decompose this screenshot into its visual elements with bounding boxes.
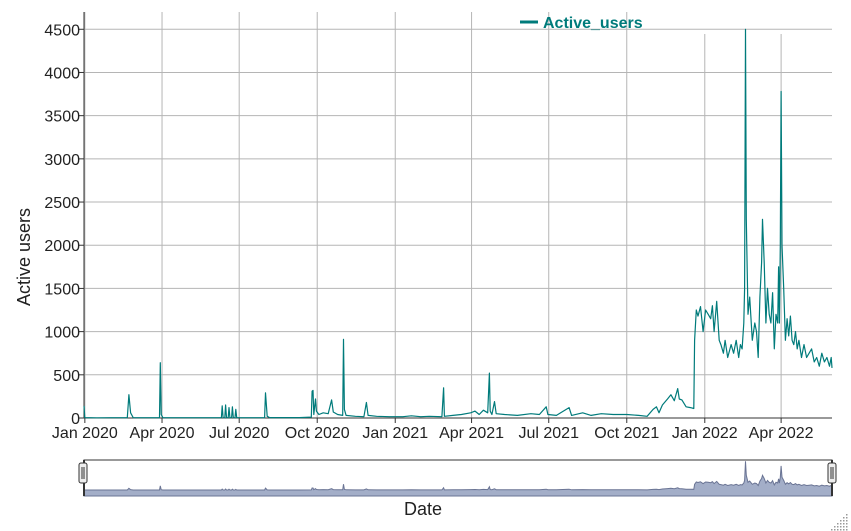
y-tick-label: 4000 — [44, 65, 80, 82]
grip-dot — [834, 526, 836, 528]
y-tick-label: 1500 — [44, 281, 80, 298]
x-tick-label: Jan 2020 — [52, 425, 118, 442]
range-slider-series-area — [83, 461, 833, 497]
grip-dot — [846, 529, 848, 531]
legend-label: Active_users — [543, 15, 643, 32]
y-tick-label: 1000 — [44, 325, 80, 342]
x-tick-label: Apr 2021 — [439, 425, 504, 442]
grip-dot — [837, 526, 839, 528]
y-axis-title: Active users — [14, 208, 34, 306]
grip-dot — [846, 514, 848, 516]
x-axis-title: Date — [404, 499, 442, 519]
x-tick-label: Jul 2020 — [209, 425, 270, 442]
plot-area[interactable] — [83, 28, 833, 419]
x-axis: Jan 2020 Apr 2020 Jul 2020 Oct 2020 Jan 2021… — [52, 417, 832, 442]
grip-dot — [840, 523, 842, 525]
y-tick-label: 3000 — [44, 152, 80, 169]
grip-dot — [846, 526, 848, 528]
grip-dot — [846, 517, 848, 519]
legend[interactable]: Active_users — [520, 15, 643, 32]
y-tick-label: 2500 — [44, 195, 80, 212]
x-tick-label: Jul 2021 — [518, 425, 579, 442]
grip-dot — [840, 529, 842, 531]
grip-dot — [834, 529, 836, 531]
grip-dot — [843, 526, 845, 528]
x-tick-label: Oct 2020 — [285, 425, 350, 442]
x-tick-label: Jan 2021 — [362, 425, 428, 442]
grip-dot — [843, 529, 845, 531]
range-slider-right-handle[interactable] — [827, 460, 837, 496]
grip-dot — [843, 523, 845, 525]
grip-dot — [846, 523, 848, 525]
y-tick-label: 4500 — [44, 22, 80, 39]
y-tick-label: 3500 — [44, 109, 80, 126]
x-tick-label: Apr 2022 — [749, 425, 814, 442]
grip-dot — [840, 520, 842, 522]
range-slider[interactable] — [78, 459, 837, 497]
grip-dot — [831, 529, 833, 531]
y-tick-label: 500 — [53, 368, 80, 385]
grip-dot — [846, 520, 848, 522]
grip-dot — [843, 517, 845, 519]
series-line-active-users[interactable] — [83, 28, 833, 419]
y-tick-label: 0 — [71, 411, 80, 428]
resize-grip[interactable] — [831, 514, 848, 531]
x-tick-label: Jan 2022 — [672, 425, 738, 442]
grip-dot — [837, 523, 839, 525]
range-slider-left-handle[interactable] — [78, 460, 88, 496]
x-tick-label: Apr 2020 — [130, 425, 195, 442]
grip-dot — [837, 529, 839, 531]
grid — [84, 12, 832, 418]
grip-dot — [843, 520, 845, 522]
y-tick-label: 2000 — [44, 238, 80, 255]
x-tick-label: Oct 2021 — [594, 425, 659, 442]
grip-dot — [840, 526, 842, 528]
y-axis: 0 500 1000 1500 2000 2500 3000 3500 4000 4500 — [44, 12, 85, 428]
